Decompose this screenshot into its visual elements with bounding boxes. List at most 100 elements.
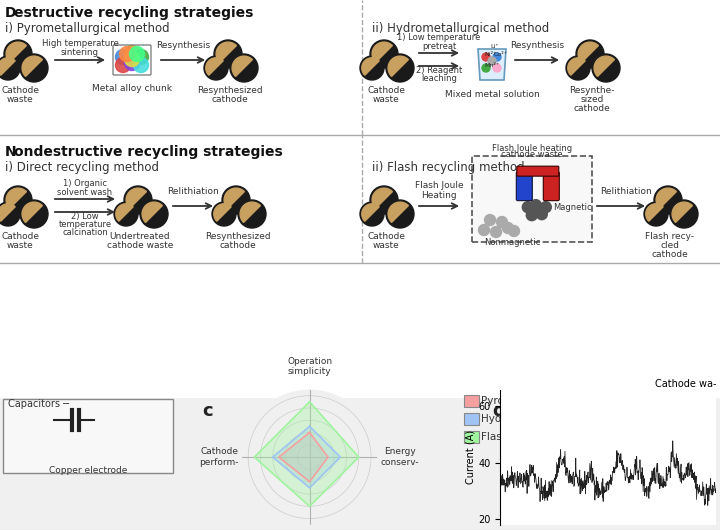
Text: Ni²⁺: Ni²⁺ (484, 52, 496, 57)
Text: Pyro-: Pyro- (481, 396, 508, 406)
Wedge shape (6, 42, 27, 63)
Circle shape (503, 223, 513, 234)
Circle shape (526, 210, 537, 220)
Wedge shape (240, 202, 261, 223)
Text: d: d (492, 402, 505, 420)
Text: temperature: temperature (58, 220, 112, 229)
Text: Copper electrode: Copper electrode (49, 466, 127, 475)
Circle shape (115, 57, 130, 73)
FancyBboxPatch shape (464, 394, 479, 407)
Text: solvent wash: solvent wash (58, 188, 112, 197)
Text: High temperature: High temperature (42, 39, 118, 48)
Wedge shape (372, 42, 392, 63)
Text: Nonmagnetic: Nonmagnetic (484, 238, 541, 247)
Text: cathode: cathode (220, 241, 256, 250)
Text: 2) Low: 2) Low (71, 212, 99, 221)
Circle shape (115, 49, 130, 65)
Circle shape (482, 64, 490, 72)
Circle shape (204, 56, 228, 80)
Circle shape (133, 49, 148, 65)
Text: leaching: leaching (421, 74, 457, 83)
Wedge shape (578, 42, 598, 63)
Text: Metal alloy chunk: Metal alloy chunk (92, 84, 172, 93)
Circle shape (0, 202, 20, 226)
Text: cathode: cathode (574, 104, 611, 113)
Circle shape (238, 200, 266, 228)
Text: 1) Organic: 1) Organic (63, 179, 107, 188)
Polygon shape (478, 49, 506, 80)
FancyBboxPatch shape (517, 166, 559, 176)
Circle shape (386, 200, 414, 228)
Circle shape (125, 51, 140, 66)
Circle shape (592, 54, 620, 82)
Circle shape (370, 186, 398, 214)
Text: estructive recycling strategies: estructive recycling strategies (14, 6, 253, 20)
Circle shape (566, 56, 590, 80)
Polygon shape (279, 432, 328, 482)
Text: Resynthesis: Resynthesis (156, 41, 210, 50)
Text: Hydro-: Hydro- (481, 414, 516, 424)
Text: cathode: cathode (652, 250, 688, 259)
Text: Heating: Heating (421, 191, 456, 200)
Text: Cathode: Cathode (367, 232, 405, 241)
Text: Cathode: Cathode (1, 86, 39, 95)
Circle shape (130, 47, 145, 61)
Wedge shape (142, 202, 163, 223)
Text: cled: cled (660, 241, 680, 250)
Circle shape (644, 202, 668, 226)
Text: ii) Hydrometallurgical method: ii) Hydrometallurgical method (372, 22, 549, 35)
Text: D: D (5, 6, 17, 20)
Circle shape (230, 54, 258, 82)
Wedge shape (594, 56, 614, 76)
Text: pretreat: pretreat (422, 42, 456, 51)
Text: ii) Flash recycling method: ii) Flash recycling method (372, 161, 525, 174)
Circle shape (360, 202, 384, 226)
Text: waste: waste (6, 95, 33, 104)
Text: Resynthesized: Resynthesized (197, 86, 263, 95)
Text: Mixed metal solution: Mixed metal solution (445, 90, 539, 99)
Circle shape (386, 54, 414, 82)
Text: waste: waste (6, 241, 33, 250)
Text: 2) Reagent: 2) Reagent (416, 66, 462, 75)
Text: waste: waste (373, 95, 400, 104)
Circle shape (4, 40, 32, 68)
Text: Flash recy-: Flash recy- (645, 232, 695, 241)
Text: Resynthesis: Resynthesis (510, 41, 564, 50)
Wedge shape (6, 188, 27, 208)
Circle shape (214, 40, 242, 68)
Circle shape (540, 201, 552, 213)
Circle shape (125, 56, 140, 70)
Wedge shape (22, 56, 42, 76)
Wedge shape (362, 204, 379, 221)
Text: Li⁺: Li⁺ (490, 44, 498, 49)
Text: Resynthesized: Resynthesized (205, 232, 271, 241)
Wedge shape (0, 58, 15, 75)
Wedge shape (0, 204, 15, 221)
FancyBboxPatch shape (544, 172, 559, 201)
Circle shape (20, 54, 48, 82)
Wedge shape (646, 204, 663, 221)
Text: Flash-: Flash- (481, 432, 512, 442)
Text: Co²⁺: Co²⁺ (494, 52, 508, 57)
Text: Undertreated: Undertreated (109, 232, 171, 241)
Circle shape (490, 226, 502, 237)
Wedge shape (206, 58, 223, 75)
Circle shape (20, 200, 48, 228)
Text: i) Pyrometallurgical method: i) Pyrometallurgical method (5, 22, 170, 35)
Text: Resynthe-: Resynthe- (570, 86, 615, 95)
Circle shape (0, 56, 20, 80)
Circle shape (124, 186, 152, 214)
Circle shape (482, 53, 490, 61)
Text: N: N (5, 145, 17, 159)
Circle shape (212, 202, 236, 226)
Text: Mn²⁺: Mn²⁺ (484, 63, 499, 68)
Circle shape (479, 225, 490, 235)
Polygon shape (254, 402, 359, 506)
Wedge shape (116, 204, 133, 221)
Text: Relithiation: Relithiation (167, 187, 219, 196)
Wedge shape (214, 204, 231, 221)
Wedge shape (656, 188, 676, 208)
Wedge shape (216, 42, 236, 63)
Text: Cathode: Cathode (367, 86, 405, 95)
Circle shape (576, 40, 604, 68)
